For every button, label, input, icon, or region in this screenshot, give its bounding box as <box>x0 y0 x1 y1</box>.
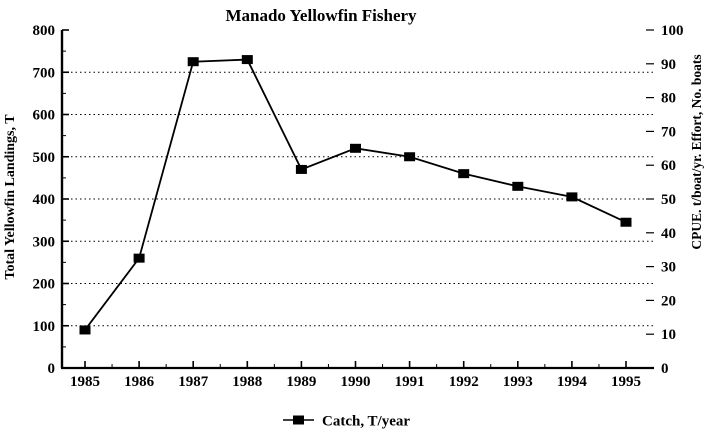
x-tick-label: 1988 <box>232 374 262 390</box>
right-tick-label: 20 <box>661 293 676 309</box>
data-point-marker <box>187 57 199 67</box>
right-tick-label: 50 <box>661 192 676 208</box>
x-tick-label: 1991 <box>395 374 425 390</box>
data-point-marker <box>133 253 145 263</box>
x-tick-label: 1986 <box>124 374 155 390</box>
legend-label: Catch, T/year <box>322 414 410 430</box>
x-tick-label: 1987 <box>178 374 209 390</box>
data-point-marker <box>350 143 361 153</box>
x-tick-label: 1995 <box>611 374 641 390</box>
right-tick-label: 40 <box>661 226 676 242</box>
right-tick-label: 100 <box>661 23 684 39</box>
gridlines <box>62 71 654 327</box>
right-tick-label: 30 <box>661 260 676 276</box>
left-tick-label: 700 <box>33 65 56 81</box>
right-tick-label: 60 <box>661 158 676 174</box>
x-tick-label: 1992 <box>449 374 479 390</box>
right-tick-label: 0 <box>661 361 669 377</box>
right-axis-label: CPUE. t/boat/yr. Effort, No. boats <box>689 54 704 249</box>
data-point-marker <box>620 217 632 227</box>
right-tick-labels: 0 10 20 30 40 50 60 70 80 90 100 <box>661 23 684 377</box>
axes <box>60 29 654 370</box>
x-tick-label: 1985 <box>70 374 100 390</box>
left-tick-label: 600 <box>33 108 56 124</box>
left-tick-label: 400 <box>33 192 56 208</box>
right-tick-label: 10 <box>661 327 676 343</box>
data-point-marker <box>458 169 470 179</box>
right-tick-label: 80 <box>661 91 676 107</box>
x-tick-label: 1990 <box>341 374 371 390</box>
data-point-marker <box>566 192 578 202</box>
data-point-marker <box>404 152 416 162</box>
right-tick-label: 90 <box>661 57 676 73</box>
data-point-marker <box>79 325 91 335</box>
data-point-marker <box>241 55 253 65</box>
left-tick-label: 800 <box>33 23 56 39</box>
data-point-marker <box>295 164 307 174</box>
chart-title: Manado Yellowfin Fishery <box>225 6 417 25</box>
left-tick-label: 200 <box>33 277 56 293</box>
x-tick-label: 1993 <box>503 374 533 390</box>
left-tick-label: 100 <box>33 319 56 335</box>
right-tick-label: 70 <box>661 124 676 140</box>
series-catch <box>79 55 632 335</box>
legend-marker-square-icon <box>293 415 304 425</box>
x-tick-label: 1989 <box>286 374 316 390</box>
left-tick-labels: 0 100 200 300 400 500 600 700 800 <box>33 23 56 377</box>
x-tick-labels: 1985 1986 1987 1988 1989 1990 1991 1992 1993 1994… <box>70 374 641 390</box>
left-tick-label: 500 <box>33 150 56 166</box>
left-axis-label: Total Yellowfin Landings, T <box>3 114 18 280</box>
data-point-marker <box>512 181 524 191</box>
left-tick-label: 300 <box>33 234 56 250</box>
legend: Catch, T/year <box>283 414 410 430</box>
x-tick-label: 1994 <box>557 374 588 390</box>
left-tick-label: 0 <box>48 361 56 377</box>
